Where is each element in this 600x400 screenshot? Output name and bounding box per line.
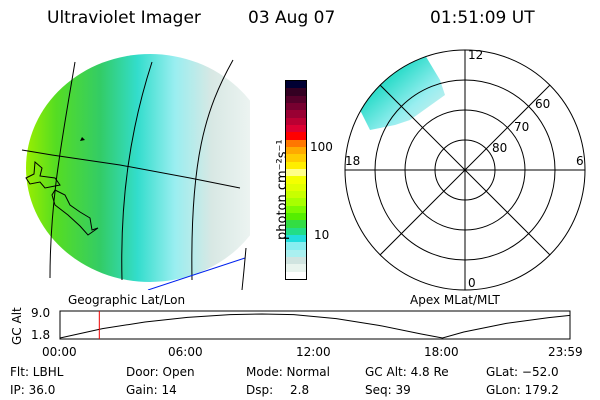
mlt-axis-line [379,84,551,256]
xtick-label: 18:00 [424,345,459,359]
geographic-label: Geographic Lat/Lon [68,293,186,307]
colorbar-segment [286,271,306,279]
colorbar-segment [286,81,306,89]
ytick-label: 9.0 [31,306,51,320]
apex-label: Apex MLat/MLT [410,293,500,307]
mlt-label-12: 12 [468,48,484,62]
xtick-label: 00:00 [42,345,77,359]
colorbar-segment [286,168,306,177]
colorbar-segment [286,249,306,257]
colorbar-segment [286,132,306,140]
filter-status: Flt: LBHL [10,365,64,379]
colorbar-segment [286,176,306,184]
mode-status: Mode: Normal [246,365,330,379]
meridian-line [49,61,76,279]
colorbar-segment [286,234,306,243]
site-marker [80,137,85,141]
glat-status: GLat: −52.0 [486,365,559,379]
colorbar-segment [286,212,306,221]
colorbar-segment [286,161,306,169]
altitude-axis-label: GC Alt [10,307,24,345]
xtick-label: 06:00 [168,345,203,359]
dsp-label: Dsp: [246,383,274,397]
colorbar-segment [286,95,306,103]
door-status: Door: Open [126,365,195,379]
colorbar-segment [286,124,306,133]
latitude-line [21,149,241,189]
instrument-title: Ultraviolet Imager [47,8,201,28]
mlt-label-18: 18 [345,154,361,168]
coastline [51,189,99,236]
colorbar [285,80,307,280]
colorbar-segment [286,256,306,265]
seq-status: Seq: 39 [365,383,411,397]
altitude-series-line [59,313,571,339]
colorbar-segment [286,220,306,228]
mlt-label-6: 6 [576,154,584,168]
colorbar-segment [286,139,306,147]
coastline [25,160,61,189]
lat-label-80: 80 [492,141,508,155]
terminator-line [147,257,246,290]
colorbar-tick-label: 100 [310,140,333,154]
colorbar-segment [286,190,306,199]
mlt-label-0: 0 [468,276,476,290]
date-label: 03 Aug 07 [248,8,336,28]
xtick-label: 23:59 [548,345,583,359]
colorbar-segment [286,102,306,111]
colorbar-segment [286,242,306,250]
ytick-label: 1.8 [31,328,51,342]
coastline [241,247,247,290]
lat-label-60: 60 [535,97,551,111]
colorbar-segment [286,110,306,118]
colorbar-segment [286,183,306,191]
colorbar-segment [286,264,306,272]
polar-aurora-image [360,55,445,130]
glon-status: GLon: 179.2 [486,383,559,397]
colorbar-segment [286,88,306,96]
lat-label-70: 70 [514,120,530,134]
gc-alt-status: GC Alt: 4.8 Re [365,365,449,379]
colorbar-segment [286,146,306,155]
colorbar-segment [286,154,306,162]
gain-status: Gain: 14 [126,383,177,397]
meridian-line [191,59,234,281]
colorbar-segment [286,205,306,213]
colorbar-segment [286,117,306,125]
altitude-chart-frame [59,310,571,340]
colorbar-segment [286,198,306,206]
dsp-value: 2.8 [290,383,310,397]
colorbar-tick-label: 10 [314,228,330,242]
xtick-label: 12:00 [296,345,331,359]
colorbar-segment [286,227,306,235]
time-label: 01:51:09 UT [430,8,535,28]
ip-status: IP: 36.0 [10,383,56,397]
